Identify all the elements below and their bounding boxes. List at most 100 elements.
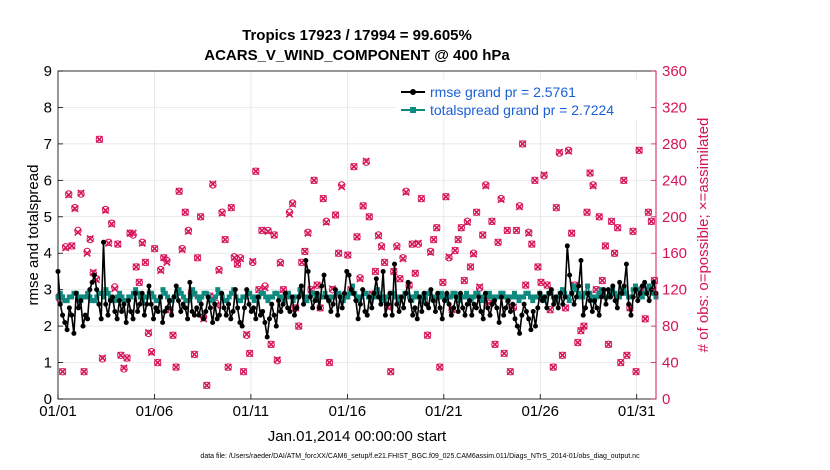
obs-possible-point (301, 247, 309, 256)
spread-series-point (448, 294, 454, 300)
obs-possible-point (472, 208, 481, 216)
rmse-series-point (444, 290, 450, 296)
rmse-series-point (337, 294, 343, 300)
spread-series-point (516, 298, 522, 304)
obs-possible-point (95, 135, 104, 144)
obs-assimilated-point (607, 217, 616, 226)
obs-possible-point (304, 228, 312, 236)
obs-assimilated-point (160, 254, 168, 262)
obs-assimilated-point (540, 171, 548, 179)
y-axis-label: rmse and totalspread (25, 165, 42, 306)
obs-assimilated-point (270, 231, 278, 239)
rmse-series-point (296, 294, 302, 300)
spread-series-point (466, 294, 472, 300)
rmse-series-point (291, 312, 297, 318)
spread-series-point (203, 290, 209, 296)
rmse-series-point (141, 312, 147, 318)
obs-assimilated-point (77, 189, 85, 197)
obs-possible-point (221, 235, 229, 244)
rmse-series-point (589, 309, 595, 315)
rmse-series-point (630, 294, 636, 300)
rmse-series-point (464, 301, 470, 307)
obs-assimilated-point (429, 235, 438, 244)
obs-possible-point (454, 235, 462, 244)
rmse-series-point (314, 290, 320, 296)
spread-series-point (441, 294, 447, 300)
obs-assimilated-point (524, 229, 533, 237)
obs-assimilated-point (512, 226, 521, 235)
spread-series-point (566, 298, 572, 304)
obs-possible-point (172, 363, 180, 371)
spread-series-point (160, 287, 166, 293)
obs-assimilated-point (337, 182, 346, 191)
spread-series-point (69, 294, 75, 300)
rmse-series-point (414, 316, 420, 322)
rmse-series-point (303, 258, 309, 264)
obs-possible-point (138, 238, 147, 246)
spread-series-point (461, 294, 467, 300)
obs-assimilated-point (616, 358, 625, 367)
rmse-series-point (355, 316, 361, 322)
rmse-series-point (289, 294, 295, 300)
spread-series-point (594, 294, 600, 300)
rmse-series-point (473, 305, 479, 311)
rmse-series-point (264, 334, 270, 340)
rmse-series-point (105, 312, 111, 318)
spread-series-point (165, 294, 171, 300)
rmse-series-point (98, 316, 104, 322)
y2-tick-label: 0 (662, 391, 670, 408)
rmse-series-point (164, 305, 170, 311)
rmse-series-point (287, 309, 293, 315)
obs-assimilated-point (101, 206, 110, 215)
obs-assimilated-point (567, 229, 576, 237)
rmse-series-point (580, 312, 586, 318)
y2-tick-label: 320 (662, 99, 687, 116)
obs-assimilated-point (153, 358, 162, 367)
x-tick-label: 01/11 (233, 403, 269, 420)
rmse-series-point (171, 294, 177, 300)
obs-possible-point (561, 304, 570, 312)
rmse-series (55, 239, 659, 340)
rmse-series-point (482, 290, 488, 296)
obs-possible-point (451, 246, 459, 255)
obs-possible-point (209, 181, 217, 189)
rmse-series-point (339, 305, 345, 311)
obs-possible-point (396, 275, 404, 283)
rmse-series-point (608, 294, 614, 300)
obs-possible-point (83, 247, 91, 256)
obs-assimilated-point (534, 263, 542, 271)
rmse-series-point (307, 294, 313, 300)
obs-assimilated-point (601, 242, 610, 250)
spread-series-point (215, 287, 221, 293)
obs-assimilated-point (521, 281, 530, 289)
rmse-series-point (294, 305, 300, 311)
obs-assimilated-point (163, 258, 171, 267)
rmse-series-point (396, 309, 402, 315)
rmse-series-point (346, 272, 352, 278)
rmse-series-point (392, 261, 398, 267)
spread-series-point (119, 294, 125, 300)
y2-tick-label: 360 (662, 63, 687, 80)
spread-series-point (575, 290, 581, 296)
obs-possible-point (249, 258, 257, 267)
spread-series-point (585, 283, 591, 289)
rmse-series-point (230, 309, 236, 315)
obs-assimilated-point (150, 244, 159, 253)
obs-assimilated-point (442, 192, 450, 201)
obs-assimilated-point (469, 250, 478, 258)
y-tick-label: 9 (44, 63, 52, 80)
obs-assimilated-point (580, 322, 588, 330)
rmse-series-point (510, 301, 516, 307)
spread-series-point (224, 298, 230, 304)
rmse-series-point (301, 301, 307, 307)
obs-possible-point (325, 358, 334, 367)
rmse-series-point (498, 294, 504, 300)
obs-possible-point (629, 227, 637, 236)
rmse-series-point (496, 319, 502, 325)
rmse-series-point (357, 301, 363, 307)
obs-possible-point (463, 217, 472, 226)
obs-assimilated-point (104, 239, 113, 247)
spread-series-point (105, 290, 111, 296)
rmse-series-point (344, 268, 350, 274)
obs-possible-point (429, 235, 438, 244)
